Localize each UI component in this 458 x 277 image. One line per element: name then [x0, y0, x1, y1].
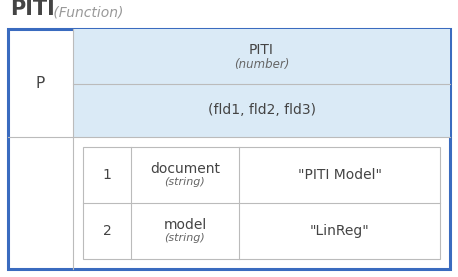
- Text: model: model: [164, 218, 207, 232]
- Text: 1: 1: [103, 168, 111, 182]
- Bar: [8, 29, 450, 269]
- Text: document: document: [150, 162, 220, 176]
- Text: (number): (number): [234, 58, 289, 71]
- Text: 2: 2: [103, 224, 111, 238]
- Text: (string): (string): [164, 233, 205, 243]
- Text: PITI: PITI: [249, 43, 274, 58]
- Text: (string): (string): [164, 177, 205, 187]
- Bar: [73, 29, 450, 84]
- Bar: [73, 84, 450, 137]
- Text: "LinReg": "LinReg": [310, 224, 369, 238]
- Text: PITI: PITI: [10, 0, 55, 19]
- Text: (Function): (Function): [49, 5, 123, 19]
- Text: P: P: [36, 76, 45, 91]
- Bar: [83, 147, 440, 259]
- Text: "PITI Model": "PITI Model": [298, 168, 382, 182]
- Text: (fld1, fld2, fld3): (fld1, fld2, fld3): [207, 104, 316, 117]
